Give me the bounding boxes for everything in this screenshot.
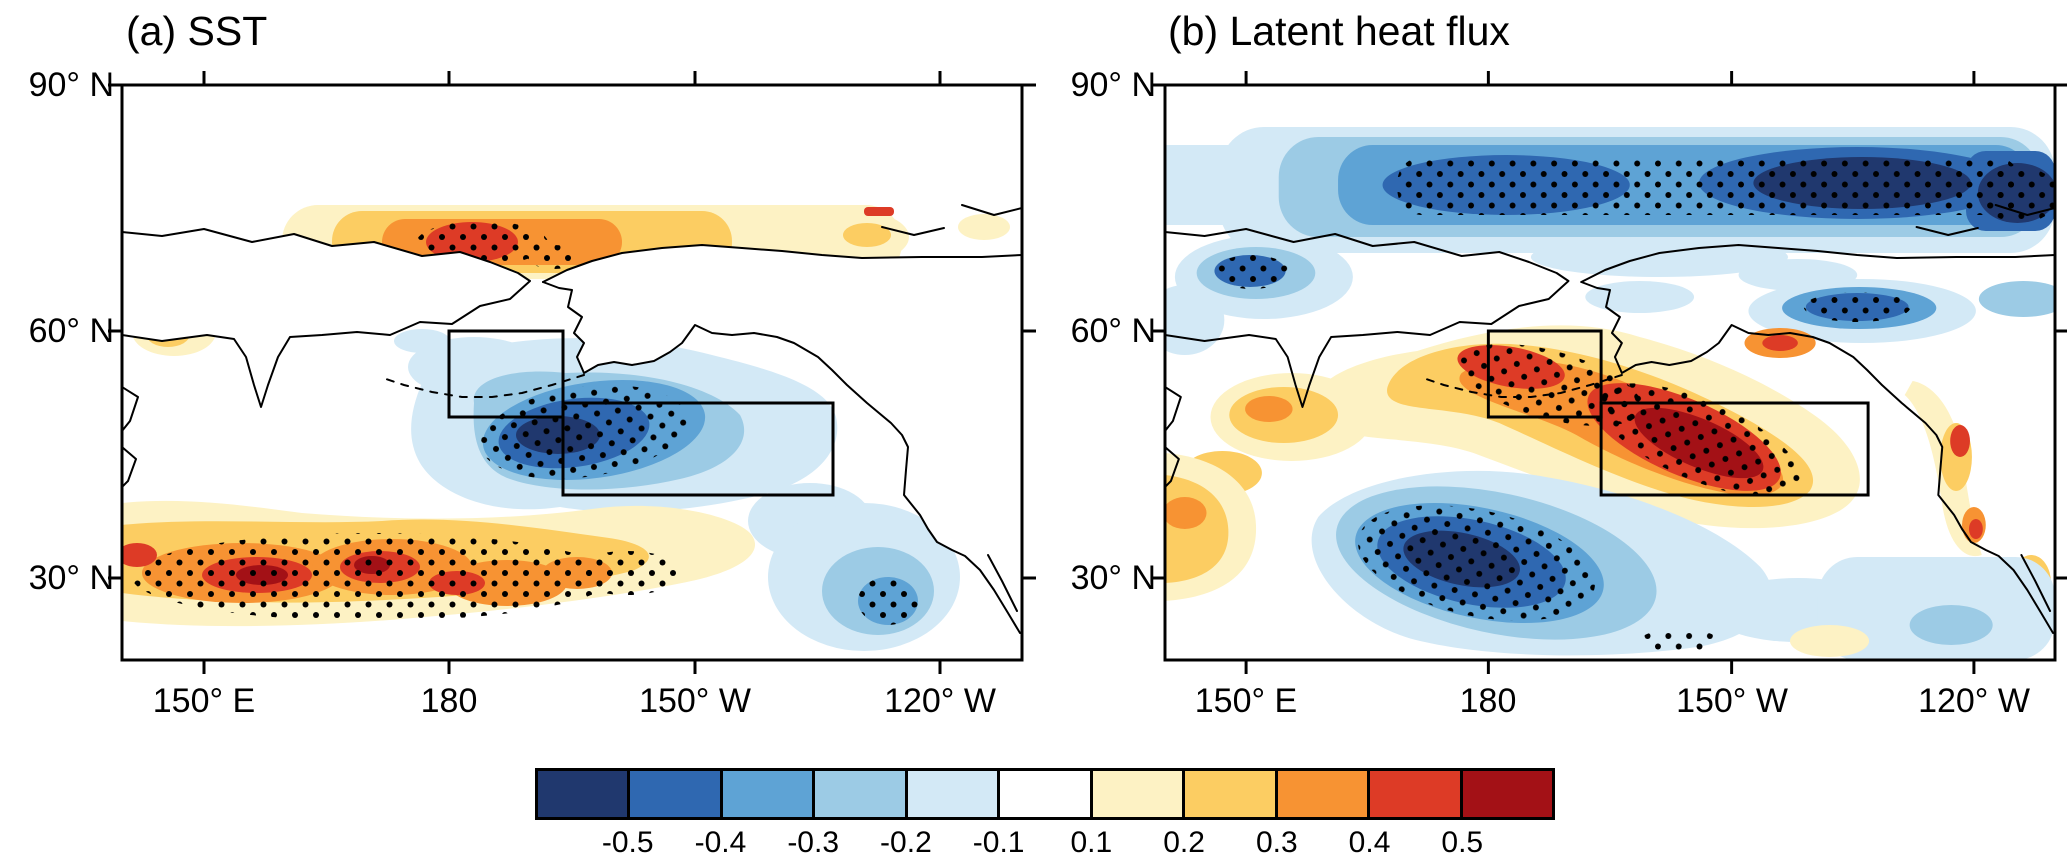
colorbar-tick-label: -0.5 bbox=[601, 826, 654, 859]
panel-b-xlabel-150w: 150° W bbox=[1676, 682, 1788, 720]
colorbar-tick-label: 0.5 bbox=[1441, 826, 1484, 859]
panel-a-ylabel-90n: 90° N bbox=[28, 66, 114, 104]
colorbar-segment-6 bbox=[1089, 771, 1183, 817]
colorbar-segment-8 bbox=[1274, 771, 1368, 817]
panel-a-xlabel-120w: 120° W bbox=[884, 682, 996, 720]
colorbar-tick-label: 0.2 bbox=[1163, 826, 1205, 859]
panel-b-xlabel-150e: 150° E bbox=[1194, 682, 1298, 720]
panel-b-ylabel-60n: 60° N bbox=[1070, 312, 1156, 350]
colorbar-tick-label: 0.3 bbox=[1255, 826, 1298, 859]
panel-b-xlabel-180: 180 bbox=[1459, 682, 1517, 720]
colorbar-segment-5 bbox=[997, 771, 1090, 817]
colorbar-segment-7 bbox=[1182, 771, 1275, 817]
map-panel-a-sst bbox=[106, 69, 1038, 676]
colorbar-segment-3 bbox=[812, 771, 905, 817]
colorbar-segment-0 bbox=[538, 771, 628, 817]
stipple-overlay bbox=[132, 221, 918, 625]
colorbar-tick-label: -0.3 bbox=[787, 826, 840, 859]
panel-b-ylabel-30n: 30° N bbox=[1070, 559, 1156, 597]
colorbar-segment-4 bbox=[904, 771, 998, 817]
panel-a-ylabel-30n: 30° N bbox=[28, 559, 114, 597]
colorbar-tick-label: -0.2 bbox=[880, 826, 932, 859]
colorbar-tick-label: 0.1 bbox=[1070, 826, 1113, 859]
stipple-overlay bbox=[1214, 157, 2055, 653]
colorbar-tick-label: -0.1 bbox=[972, 826, 1025, 859]
panel-b-ylabel-90n: 90° N bbox=[1070, 66, 1156, 104]
panel-a-xlabel-150e: 150° E bbox=[152, 682, 256, 720]
panel-a-title: (a) SST bbox=[126, 8, 268, 54]
colorbar-tick-label: 0.4 bbox=[1348, 826, 1391, 859]
colorbar-segment-2 bbox=[719, 771, 813, 817]
panel-a-xlabel-180: 180 bbox=[420, 682, 478, 720]
map-panel-b-latent-heat-flux bbox=[1149, 69, 2067, 676]
colorbar-segment-10 bbox=[1459, 771, 1552, 817]
panel-b-xlabel-120w: 120° W bbox=[1918, 682, 2030, 720]
colorbar-labels: -0.5 -0.4 -0.3 -0.2 -0.1 0.1 0.2 0.3 0.4 0.5 bbox=[535, 826, 1555, 861]
panel-a-xlabel-150w: 150° W bbox=[639, 682, 751, 720]
panel-a-ylabel-60n: 60° N bbox=[28, 312, 114, 350]
colorbar-segment-1 bbox=[627, 771, 720, 817]
colorbar-segment-9 bbox=[1367, 771, 1460, 817]
colorbar-tick-label: -0.4 bbox=[694, 826, 747, 859]
colorbar bbox=[535, 768, 1555, 820]
land-mask bbox=[122, 229, 1022, 637]
panel-b-title: (b) Latent heat flux bbox=[1168, 8, 1510, 54]
